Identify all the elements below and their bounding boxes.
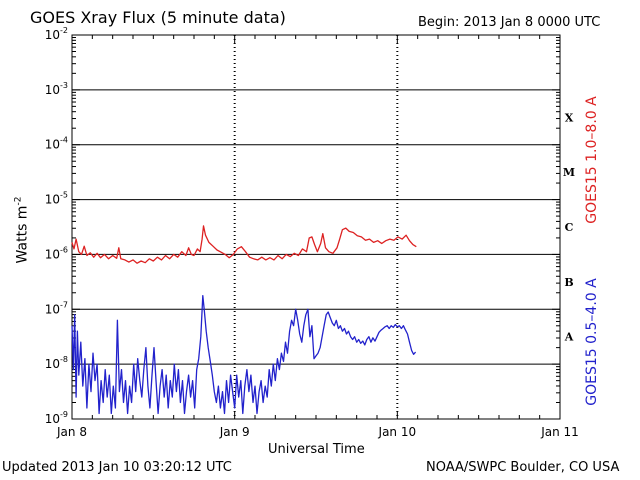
- y-tick-label-base: 10: [45, 138, 60, 152]
- y-tick-label-base: 10: [45, 302, 60, 316]
- y-tick-label-base: 10: [45, 28, 60, 42]
- x-tick-label: Jan 9: [219, 425, 250, 439]
- series-line-short: [71, 294, 417, 415]
- y-tick-label: 10-7: [45, 300, 68, 316]
- flare-class-label: A: [564, 331, 574, 344]
- chart-title: GOES Xray Flux (5 minute data): [30, 8, 286, 27]
- y-tick-label-exponent: -9: [60, 410, 68, 419]
- series-line-long: [71, 225, 417, 264]
- y-tick-label-base: 10: [45, 83, 60, 97]
- updated-timestamp: Updated 2013 Jan 10 03:20:12 UTC: [2, 460, 232, 475]
- flare-class-label: B: [564, 276, 573, 289]
- y-tick-label-exponent: -2: [60, 26, 68, 35]
- y-tick-label: 10-8: [45, 355, 68, 371]
- credit-text: NOAA/SWPC Boulder, CO USA: [426, 460, 620, 475]
- x-tick-label: Jan 11: [540, 425, 579, 439]
- y-tick-label-base: 10: [45, 412, 60, 426]
- y-tick-label-exponent: -3: [60, 81, 68, 90]
- y-tick-label: 10-4: [45, 136, 68, 152]
- x-tick-label: Jan 10: [378, 425, 417, 439]
- y-tick-label-exponent: -7: [60, 300, 68, 309]
- x-axis-label: Universal Time: [268, 442, 365, 457]
- y-tick-label: 10-5: [45, 191, 68, 207]
- begin-time: Begin: 2013 Jan 8 0000 UTC: [418, 15, 601, 30]
- y-tick-label-exponent: -8: [60, 355, 68, 364]
- y-tick-label-base: 10: [45, 193, 60, 207]
- y-tick-label: 10-6: [45, 245, 68, 261]
- y-tick-label-base: 10: [45, 247, 60, 261]
- y-tick-label: 10-2: [45, 26, 68, 42]
- flare-class-label: M: [563, 166, 575, 179]
- flare-class-label: X: [565, 111, 574, 124]
- y-tick-label-exponent: -5: [60, 191, 68, 200]
- y-tick-label: 10-3: [45, 81, 68, 97]
- x-tick-label: Jan 8: [56, 425, 87, 439]
- y-tick-label-base: 10: [45, 357, 60, 371]
- flare-class-label: C: [565, 221, 574, 234]
- y-tick-label-exponent: -4: [60, 136, 68, 145]
- y-tick-label: 10-9: [45, 410, 68, 426]
- y-tick-label-exponent: -6: [60, 245, 68, 254]
